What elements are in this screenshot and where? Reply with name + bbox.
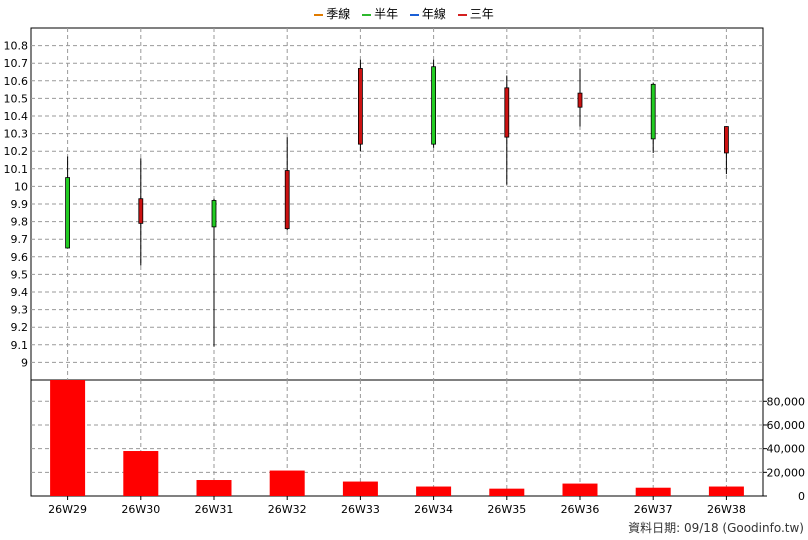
- legend-label: 年線: [421, 7, 446, 21]
- legend-swatch: [457, 13, 467, 16]
- legend-label: 季線: [326, 7, 351, 21]
- x-tick-label: 26W32: [268, 503, 307, 516]
- volume-tick-label: 0: [798, 490, 805, 503]
- price-tick-label: 9: [21, 356, 28, 369]
- x-tick-label: 26W30: [121, 503, 160, 516]
- legend-item-year: 年線: [409, 5, 446, 22]
- candle-body: [65, 177, 70, 249]
- volume-bar: [635, 487, 671, 496]
- legend-swatch: [314, 13, 324, 16]
- price-tick-label: 9.1: [11, 339, 29, 352]
- price-tick-label: 10.7: [4, 57, 29, 70]
- volume-bar: [342, 481, 378, 496]
- candle-body: [650, 83, 656, 140]
- data-date-credit: 資料日期: 09/18 (Goodinfo.tw): [628, 521, 804, 535]
- price-tick-label: 9.5: [11, 268, 29, 281]
- price-tick-label: 10.5: [4, 92, 29, 105]
- x-tick-label: 26W33: [341, 503, 380, 516]
- volume-tick-label: 60,000: [767, 419, 806, 432]
- price-tick-label: 10: [14, 180, 28, 193]
- x-tick-label: 26W36: [561, 503, 600, 516]
- x-tick-label: 26W38: [707, 503, 746, 516]
- price-tick-label: 10.2: [4, 145, 29, 158]
- volume-bar: [708, 486, 744, 496]
- price-tick-label: 9.3: [11, 304, 29, 317]
- price-tick-label: 10.8: [4, 40, 29, 53]
- legend-item-quarter: 季線: [314, 5, 350, 22]
- volume-tick-label: 40,000: [767, 443, 806, 456]
- x-tick-label: 26W31: [195, 503, 234, 516]
- x-tick-label: 26W29: [48, 503, 87, 516]
- candle-body: [138, 198, 144, 224]
- x-tick-label: 26W37: [634, 503, 673, 516]
- volume-tick-label: 20,000: [767, 466, 806, 479]
- price-tick-label: 9.8: [11, 216, 29, 229]
- x-tick-label: 26W35: [487, 503, 526, 516]
- volume-tick-label: 80,000: [767, 395, 806, 408]
- price-tick-label: 9.9: [11, 198, 29, 211]
- price-tick-label: 9.6: [11, 251, 29, 264]
- volume-bar: [123, 451, 159, 496]
- volume-bar: [562, 483, 598, 496]
- candle-body: [431, 66, 437, 145]
- price-tick-label: 9.2: [11, 321, 29, 334]
- price-tick-label: 9.4: [11, 286, 29, 299]
- volume-bar: [416, 486, 452, 496]
- candle-body: [284, 170, 290, 230]
- volume-bar: [196, 480, 232, 496]
- legend-swatch: [409, 13, 419, 16]
- legend-label: 三年: [469, 7, 494, 21]
- price-tick-label: 10.3: [4, 128, 29, 141]
- volume-bar: [269, 470, 305, 496]
- candle-body: [724, 126, 729, 154]
- candle-body: [357, 68, 363, 145]
- legend-item-three-year: 三年: [457, 5, 494, 22]
- legend-label: 半年: [374, 7, 399, 21]
- legend-item-half-year: 半年: [362, 5, 398, 22]
- price-tick-label: 10.6: [4, 75, 29, 88]
- candle-body: [577, 92, 583, 108]
- candle-body: [504, 87, 510, 138]
- legend-swatch: [362, 13, 372, 16]
- x-tick-label: 26W34: [414, 503, 453, 516]
- price-tick-label: 9.7: [11, 233, 29, 246]
- price-tick-label: 10.4: [4, 110, 29, 123]
- volume-bar: [489, 488, 525, 496]
- chart-legend: 季線 半年 年線 三年: [0, 5, 808, 22]
- price-tick-label: 10.1: [4, 163, 29, 176]
- volume-bar: [50, 380, 86, 496]
- candle-body: [211, 200, 217, 228]
